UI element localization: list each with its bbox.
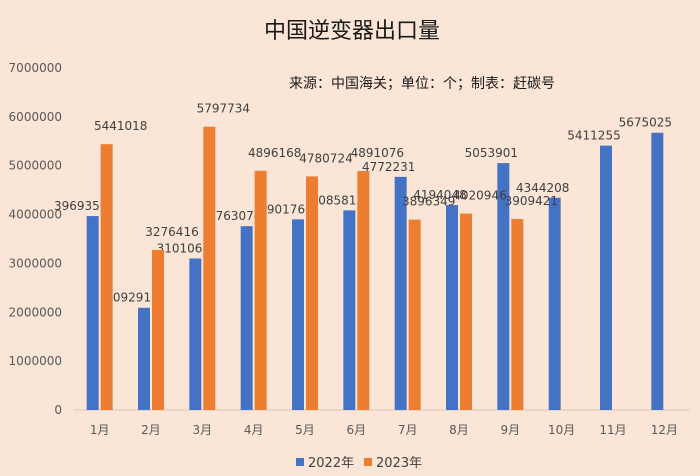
bar-2022年-1月 — [86, 216, 99, 410]
data-label: 3276416 — [145, 225, 198, 239]
bar-2022年-8月 — [446, 205, 458, 410]
bar-2022年-3月 — [189, 258, 202, 410]
y-tick-label: 6000000 — [9, 110, 62, 124]
x-tick-label: 5月 — [295, 423, 315, 437]
bar-2022年-2月 — [138, 307, 150, 410]
data-label: 4891076 — [351, 146, 404, 160]
bars-group: 3969350 2092915 3101068 3763074390176040858… — [54, 102, 672, 411]
chart-annotation: 来源：中国海关；单位：个；制表：赶碳号 — [289, 76, 555, 92]
bar-2022年-10月 — [548, 197, 561, 410]
data-label: 4085815 — [311, 193, 364, 207]
data-label: 4772231 — [362, 160, 415, 174]
data-label: 4344208 — [516, 181, 569, 195]
bar-2023年-2月 — [152, 249, 164, 410]
bar-2023年-6月 — [357, 171, 370, 410]
y-tick-label: 3000000 — [9, 256, 62, 270]
x-tick-label: 9月 — [501, 423, 521, 437]
data-label: 3909421 — [505, 194, 558, 208]
bar-2023年-3月 — [203, 126, 216, 410]
data-label: 3901760 — [259, 202, 312, 216]
x-tick-label: 7月 — [398, 423, 418, 437]
data-label: 5053901 — [465, 146, 518, 160]
y-tick-label: 7000000 — [9, 61, 62, 75]
bar-2022年-7月 — [394, 176, 407, 410]
bar-2023年-4月 — [254, 170, 267, 410]
bar-2023年-8月 — [460, 213, 472, 410]
y-axis: 0 1000000 2000000 3000000 4000000 5000000 6000… — [9, 61, 62, 417]
legend-swatch-2023 — [364, 458, 372, 466]
data-label: 5675025 — [619, 116, 672, 130]
data-label: 4780724 — [299, 151, 352, 165]
data-label: 4020946 — [453, 189, 506, 203]
bar-2023年-7月 — [408, 219, 421, 410]
legend: 2022年 2023年 — [296, 456, 422, 471]
y-tick-label: 4000000 — [9, 208, 62, 222]
data-label: 3896349 — [402, 195, 455, 209]
data-label: 3763074 — [208, 209, 261, 223]
legend-label-2023: 2023年 — [376, 456, 422, 471]
x-axis: 1月 2月 3月 4月 5月 6月 7月 8月 9月 10月 11月 12月 — [90, 423, 678, 437]
bar-2022年-12月 — [651, 132, 664, 410]
x-tick-label: 6月 — [347, 423, 367, 437]
data-label: 4896168 — [248, 146, 301, 160]
data-label: 3101068 — [157, 241, 210, 255]
bar-2022年-11月 — [600, 145, 612, 411]
x-tick-label: 10月 — [548, 423, 575, 437]
bar-2023年-9月 — [511, 218, 524, 410]
data-label: 4194048 — [413, 188, 466, 202]
y-tick-label: 1000000 — [9, 354, 62, 368]
y-tick-label: 0 — [54, 403, 62, 417]
bar-2023年-1月 — [100, 144, 113, 410]
x-tick-label: 2月 — [141, 423, 161, 437]
chart-title: 中国逆变器出口量 — [264, 19, 440, 44]
x-tick-label: 12月 — [651, 423, 678, 437]
bar-2022年-6月 — [343, 210, 356, 410]
data-label: 5411255 — [567, 129, 620, 143]
legend-label-2022: 2022年 — [308, 456, 354, 471]
data-label: 5441018 — [94, 119, 147, 133]
x-tick-label: 4月 — [244, 423, 264, 437]
x-tick-label: 1月 — [90, 423, 110, 437]
legend-swatch-2022 — [296, 458, 304, 466]
data-label: 2092915 — [105, 291, 158, 305]
x-tick-label: 11月 — [599, 423, 626, 437]
y-tick-label: 5000000 — [9, 159, 62, 173]
bar-2022年-9月 — [497, 163, 510, 410]
bar-2022年-5月 — [292, 219, 304, 410]
x-tick-label: 3月 — [193, 423, 213, 437]
data-label: 3969350 — [54, 199, 107, 213]
x-tick-label: 8月 — [449, 423, 469, 437]
data-label: 5797734 — [197, 102, 250, 116]
bar-2023年-5月 — [306, 176, 318, 410]
bar-2022年-4月 — [240, 226, 253, 410]
y-tick-label: 2000000 — [9, 305, 62, 319]
